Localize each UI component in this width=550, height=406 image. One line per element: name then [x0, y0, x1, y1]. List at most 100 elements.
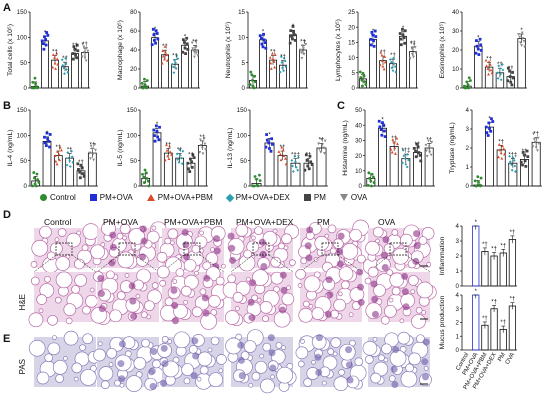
data-point [145, 79, 149, 82]
alveolus [262, 230, 278, 246]
data-point [80, 55, 84, 59]
alveolus [184, 274, 199, 290]
alveolus [357, 254, 366, 264]
alveolus [36, 294, 48, 305]
inflammatory-infiltrate [380, 251, 388, 259]
alveolus [221, 263, 226, 269]
y-tick-label: 150 [237, 107, 248, 114]
significance-label: * [488, 117, 491, 123]
chart-histamine: 0 10 20 30 40 50 Histamine (ng/mL) * *† *†‡ *† *† [342, 107, 435, 190]
he-image [298, 219, 370, 273]
data-point [185, 36, 189, 40]
alveolus [181, 363, 194, 376]
alveolus [254, 226, 263, 236]
alveolus [259, 301, 273, 314]
legend-label: OVA [350, 193, 368, 202]
significance-label: *† [199, 135, 205, 141]
data-point [498, 148, 502, 152]
alveolus [202, 261, 212, 271]
data-point [58, 145, 62, 149]
alveolus [333, 376, 349, 391]
alveolus [82, 223, 100, 240]
data-point [165, 53, 169, 57]
data-point [520, 44, 523, 47]
alveolus [281, 233, 292, 245]
data-point [289, 34, 293, 38]
data-point [81, 172, 85, 175]
data-point [202, 137, 206, 140]
data-point [424, 143, 428, 147]
he-image [30, 223, 100, 274]
alveolus [82, 333, 94, 345]
alveolus [337, 291, 343, 297]
significance-label: *† [410, 41, 416, 47]
alveolus [408, 275, 419, 286]
data-point [497, 64, 501, 68]
alveolus [295, 268, 306, 280]
data-point [469, 79, 472, 82]
data-point [391, 69, 395, 73]
data-point [163, 44, 167, 48]
alveolus [338, 266, 354, 282]
inflammatory-infiltrate [267, 334, 275, 342]
significance-label: *† [486, 57, 492, 63]
alveolus [392, 247, 409, 265]
inflammatory-infiltrate [357, 283, 365, 291]
data-point [374, 35, 378, 38]
data-point [91, 153, 95, 156]
data-point [509, 80, 513, 84]
data-point [390, 66, 394, 70]
zoom-connector [71, 254, 97, 273]
alveolus [116, 232, 124, 240]
data-point [309, 160, 313, 164]
alveolus [52, 335, 57, 340]
inflammatory-infiltrate [202, 309, 210, 317]
data-point [302, 47, 305, 51]
y-tick-label: 2 [456, 320, 460, 327]
alveolus [66, 232, 81, 248]
data-point [45, 31, 49, 34]
data-point [55, 51, 59, 55]
alveolus [146, 230, 160, 244]
inflammatory-infiltrate [422, 338, 430, 346]
data-point [429, 153, 433, 157]
data-point [71, 52, 75, 55]
data-point [372, 39, 375, 43]
data-point [145, 177, 149, 180]
zoom-box [118, 242, 136, 256]
data-point [268, 147, 271, 150]
chart-macrophage: 0 20 40 60 80 Macrophage (x 10⁵) * *† *† * *† [117, 9, 200, 92]
alveolus [327, 224, 337, 234]
data-point [381, 121, 384, 125]
data-point [319, 150, 323, 154]
data-point [273, 53, 277, 56]
alveolus [65, 317, 73, 325]
data-point [140, 81, 144, 85]
zoom-connector [33, 254, 57, 273]
alveolus [349, 287, 365, 302]
alveolus [28, 312, 44, 328]
data-point [372, 175, 375, 179]
data-point [155, 32, 159, 35]
data-point [41, 42, 45, 46]
data-point [76, 49, 80, 53]
alveolus [273, 310, 291, 328]
zoom-connector [367, 254, 391, 273]
data-point [68, 159, 72, 163]
data-point [37, 180, 41, 184]
alveolus [164, 297, 174, 307]
data-point [279, 55, 283, 59]
data-point [143, 77, 146, 81]
data-point [163, 57, 166, 61]
inflammatory-infiltrate [259, 250, 267, 258]
data-point [378, 63, 382, 67]
data-point [180, 162, 184, 166]
data-point [56, 62, 60, 66]
y-axis-label: Neutrophils (x 10⁵) [225, 22, 232, 78]
data-point [262, 32, 265, 36]
data-point [194, 40, 197, 44]
inflammatory-infiltrate [345, 361, 353, 369]
alveolus [93, 348, 106, 362]
y-tick-label: 0 [456, 283, 460, 290]
y-tick-label: 5 [352, 70, 356, 77]
